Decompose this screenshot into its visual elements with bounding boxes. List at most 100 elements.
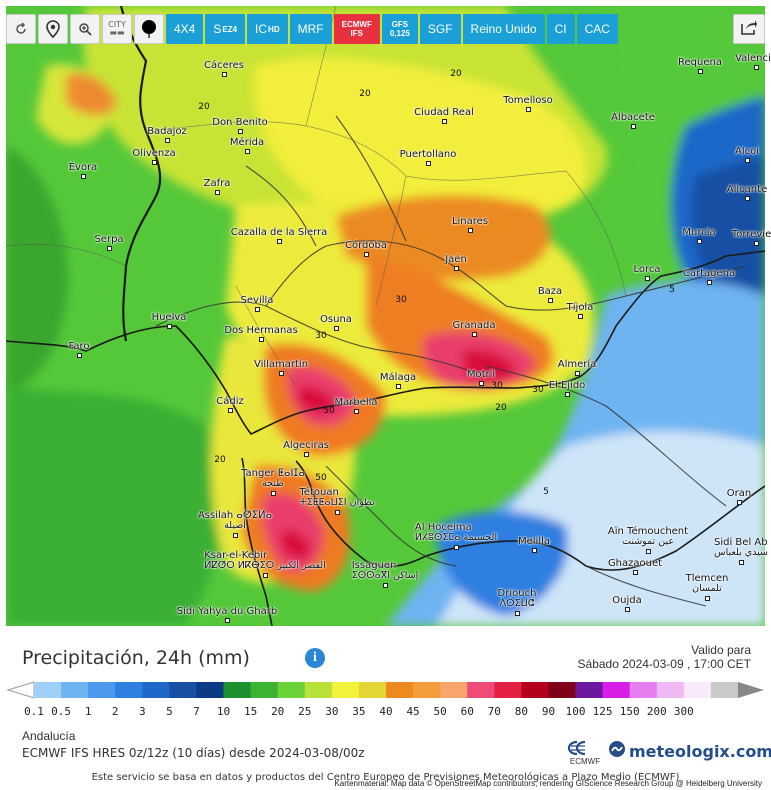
scale-swatch (710, 682, 739, 698)
isoline-label: 30 (532, 385, 544, 395)
model-ci-button[interactable]: CI (546, 14, 575, 44)
isoline-label: 20 (214, 455, 226, 465)
city-label: Serpa (94, 234, 123, 245)
city-label: Melilla (518, 536, 550, 547)
scale-swatch (629, 682, 658, 698)
dot-button[interactable] (134, 14, 164, 44)
scale-swatch (548, 682, 576, 698)
city-name: Badajoz (147, 126, 187, 137)
city-button[interactable]: CITY ▬▬ (102, 14, 132, 44)
info-icon[interactable]: i (305, 648, 325, 668)
city-name: Cazalla de la Sierra (230, 227, 328, 238)
scale-tick-label: 70 (487, 705, 501, 718)
zoom-button[interactable] (70, 14, 100, 44)
city-marker (259, 337, 264, 342)
city-label: Olivenza (132, 148, 175, 159)
city-label: Huelva (152, 312, 187, 323)
city-marker (245, 149, 250, 154)
city-name-local: ⵍⵇⵚⵔ ⵍⴽⴱⵉⵔ القصر الكبير (204, 560, 326, 571)
isoline-label: 50 (323, 406, 335, 416)
city-marker (578, 314, 583, 319)
color-scale (6, 681, 764, 699)
city-marker (745, 158, 750, 163)
city-name: Motril (466, 369, 496, 380)
model-ecmwf-label: ECMWF (341, 20, 372, 29)
scale-swatch (386, 682, 414, 698)
city-name: Almería (557, 359, 597, 370)
city-marker (442, 119, 447, 124)
model-ecmwf-button[interactable]: ECMWF IFS (333, 14, 380, 44)
model-sgf-button[interactable]: SGF (419, 14, 461, 44)
scale-tick-label: 3 (138, 705, 146, 718)
city-name-local: تلمسان (692, 583, 722, 594)
model-mrf-button[interactable]: MRF (289, 14, 332, 44)
scale-swatch (34, 682, 62, 698)
city-label: Lorca (633, 264, 660, 275)
city-marker (472, 332, 477, 337)
scale-tick-label: 10 (216, 705, 231, 718)
city-marker (364, 252, 369, 257)
model-mrf-label: MRF (297, 22, 324, 36)
city-marker (233, 533, 238, 538)
model-ic-label: IC (255, 22, 268, 36)
city-marker (167, 324, 172, 329)
city-label: Tomelloso (503, 95, 552, 106)
model-ic-button[interactable]: IC HD (247, 14, 288, 44)
city-name: Zafra (203, 178, 231, 189)
city-marker (225, 618, 230, 623)
share-icon (740, 19, 758, 39)
city-name: Requena (678, 57, 722, 68)
scale-swatch (656, 682, 685, 698)
city-label: Sidi Yahya du Gharb (177, 606, 277, 617)
model-4x4-button[interactable]: 4X4 (166, 14, 204, 44)
city-name: Aïn Témouchent (607, 526, 689, 537)
scale-right-arrow (738, 682, 764, 698)
scale-left-arrow (6, 681, 35, 699)
model-gfs-button[interactable]: GFS 0,125 (381, 14, 418, 44)
city-label: Alicante (727, 184, 767, 195)
scale-swatch (304, 682, 333, 698)
scale-tick-label: 80 (514, 705, 528, 718)
scale-tick-label: 40 (379, 705, 393, 718)
model-s-button[interactable]: S EZ4 (205, 14, 246, 44)
scale-swatch (169, 682, 197, 698)
city-label: Murcia (682, 227, 715, 238)
isoline-label: 5 (669, 285, 675, 295)
scale-tick-label: 100 (565, 705, 586, 718)
city-name: Osuna (320, 314, 352, 325)
city-name: Ksar-el-Kebir (204, 550, 268, 561)
city-label: Puertollano (400, 149, 457, 160)
scale-swatch (467, 682, 495, 698)
city-marker (77, 353, 82, 358)
city-label: Tíjola (567, 302, 594, 313)
city-label: Don Benito (212, 117, 268, 128)
scale-swatch (115, 682, 143, 698)
city-marker (754, 65, 759, 70)
city-label: Ghazaouet (608, 558, 662, 569)
city-marker (222, 72, 227, 77)
city-label: Cartagena (683, 268, 735, 279)
city-name: Serpa (94, 234, 124, 245)
city-marker (396, 384, 401, 389)
city-marker (215, 190, 220, 195)
share-button[interactable] (733, 14, 765, 44)
city-label: Cádiz (216, 396, 244, 407)
city-marker (754, 241, 759, 246)
scale-swatch (602, 682, 630, 698)
model-cac-button[interactable]: CAC (576, 14, 618, 44)
city-name: Cáceres (203, 60, 245, 71)
city-label: Zafra (204, 178, 231, 189)
meteologix-brand[interactable]: meteologix.com (608, 740, 771, 762)
refresh-button[interactable] (6, 14, 36, 44)
city-marker (645, 276, 650, 281)
city-label: Oran (727, 488, 751, 499)
forecast-map[interactable] (6, 6, 765, 626)
location-button[interactable] (38, 14, 68, 44)
city-marker (334, 326, 339, 331)
city-label: Dos Hermanas (224, 325, 297, 336)
city-marker (454, 266, 459, 271)
city-name: Oran (726, 488, 752, 499)
city-name-local: طنجة (262, 478, 284, 489)
model-uk-button[interactable]: Reino Unido (462, 14, 545, 44)
city-name: Marbella (334, 397, 378, 408)
